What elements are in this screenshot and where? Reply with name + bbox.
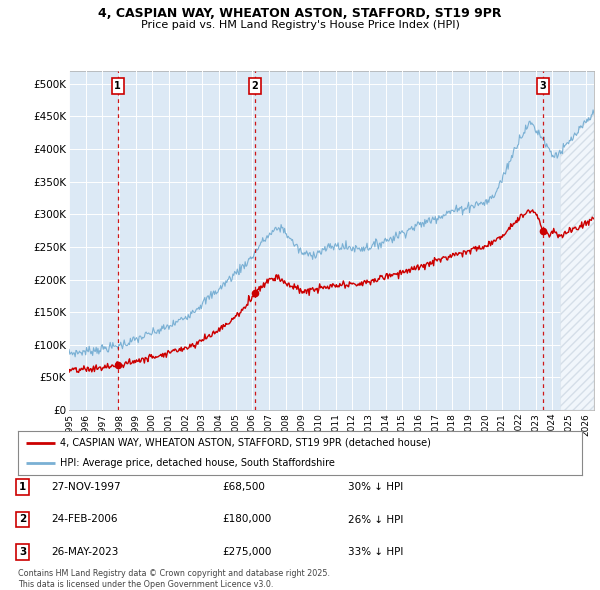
Text: 26% ↓ HPI: 26% ↓ HPI	[348, 514, 403, 525]
Text: 33% ↓ HPI: 33% ↓ HPI	[348, 547, 403, 557]
Text: £275,000: £275,000	[222, 547, 271, 557]
Text: 3: 3	[19, 547, 26, 557]
Text: 1: 1	[114, 81, 121, 91]
Text: 2: 2	[251, 81, 258, 91]
Text: £180,000: £180,000	[222, 514, 271, 525]
Text: 4, CASPIAN WAY, WHEATON ASTON, STAFFORD, ST19 9PR (detached house): 4, CASPIAN WAY, WHEATON ASTON, STAFFORD,…	[60, 438, 431, 448]
Text: 24-FEB-2006: 24-FEB-2006	[51, 514, 118, 525]
Text: 30% ↓ HPI: 30% ↓ HPI	[348, 482, 403, 492]
Text: 4, CASPIAN WAY, WHEATON ASTON, STAFFORD, ST19 9PR: 4, CASPIAN WAY, WHEATON ASTON, STAFFORD,…	[98, 7, 502, 20]
Text: 26-MAY-2023: 26-MAY-2023	[51, 547, 118, 557]
Text: 1: 1	[19, 482, 26, 492]
Text: 2: 2	[19, 514, 26, 525]
Text: £68,500: £68,500	[222, 482, 265, 492]
Text: 3: 3	[539, 81, 546, 91]
Text: Contains HM Land Registry data © Crown copyright and database right 2025.
This d: Contains HM Land Registry data © Crown c…	[18, 569, 330, 589]
Text: Price paid vs. HM Land Registry's House Price Index (HPI): Price paid vs. HM Land Registry's House …	[140, 20, 460, 30]
Text: 27-NOV-1997: 27-NOV-1997	[51, 482, 121, 492]
Text: HPI: Average price, detached house, South Staffordshire: HPI: Average price, detached house, Sout…	[60, 458, 335, 468]
